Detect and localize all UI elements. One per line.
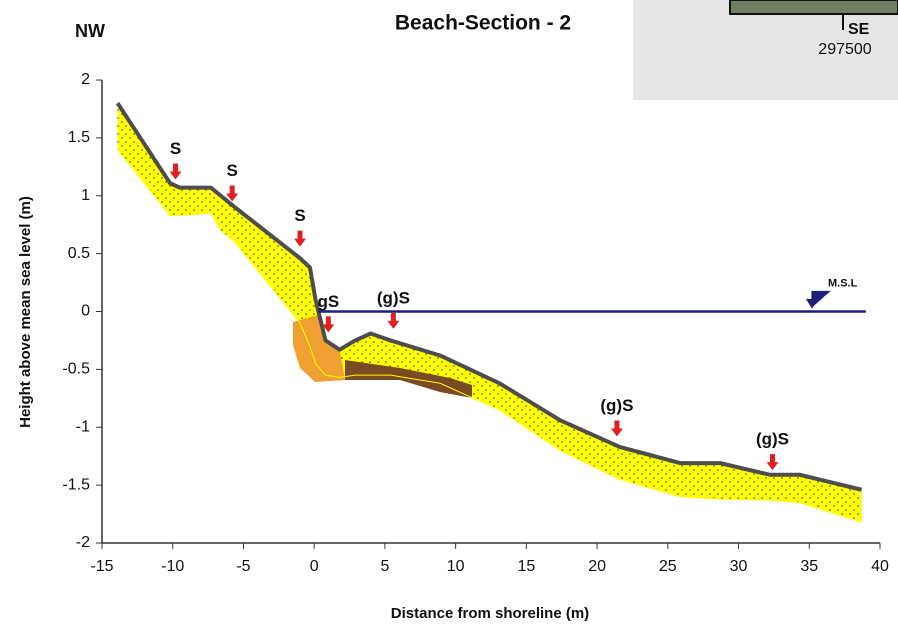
y-tick-label: 1 — [81, 187, 90, 204]
x-tick-label: 10 — [447, 558, 465, 575]
x-tick-label: 15 — [517, 558, 535, 575]
y-axis-label: Height above mean sea level (m) — [17, 196, 34, 428]
y-tick-label: 0 — [81, 303, 90, 320]
y-tick-label: -1.5 — [62, 476, 90, 493]
arrow — [766, 454, 778, 470]
annotation-label: S — [294, 206, 305, 225]
y-tick-label: -0.5 — [62, 361, 90, 378]
y-tick-label: 0.5 — [68, 245, 90, 262]
annotation-label: S — [226, 161, 237, 180]
msl-label: M.S.L — [828, 277, 858, 289]
annotation-label: (g)S — [377, 288, 410, 307]
annotation-label: (g)S — [756, 430, 789, 449]
arrow — [170, 164, 182, 180]
arrow — [387, 313, 399, 329]
annotation-label: gS — [317, 292, 339, 311]
chart-title: Beach-Section - 2 — [395, 12, 571, 35]
inset-label: SE — [848, 21, 870, 38]
annotation-label: S — [170, 139, 181, 158]
x-tick-label: -10 — [161, 558, 184, 575]
x-tick-label: -15 — [90, 558, 113, 575]
x-tick-label: 35 — [800, 558, 818, 575]
x-axis-label: Distance from shoreline (m) — [391, 605, 589, 622]
x-tick-label: 40 — [871, 558, 889, 575]
y-tick-label: 1.5 — [68, 129, 90, 146]
arrow — [294, 231, 306, 247]
annotation-label: (g)S — [600, 396, 633, 415]
y-tick-label: -2 — [76, 534, 90, 551]
msl-symbol — [807, 292, 830, 308]
chart: SE 297500 NW Beach-Section - 2 Distance … — [0, 0, 898, 627]
x-tick-label: 0 — [310, 558, 319, 575]
inset-image — [730, 0, 898, 14]
inset-coordinate: 297500 — [818, 41, 871, 58]
x-tick-label: -5 — [236, 558, 250, 575]
y-tick-label: -1 — [76, 418, 90, 435]
x-tick-label: 20 — [588, 558, 606, 575]
arrow — [611, 421, 623, 437]
y-tick-label: 2 — [81, 71, 90, 88]
direction-label: NW — [75, 21, 105, 41]
x-tick-label: 5 — [380, 558, 389, 575]
x-tick-label: 25 — [659, 558, 677, 575]
x-tick-label: 30 — [730, 558, 748, 575]
